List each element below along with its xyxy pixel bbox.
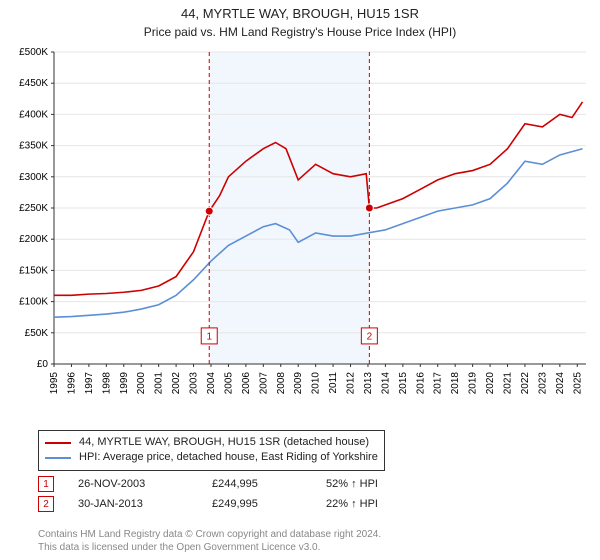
x-tick-label: 2003 [189,372,200,395]
footnote-line: Contains HM Land Registry data © Crown c… [38,528,381,541]
page-subtitle: Price paid vs. HM Land Registry's House … [0,23,600,39]
sale-marker-badge: 1 [38,476,54,492]
y-tick-label: £300K [19,172,48,183]
marker-box-label: 1 [206,332,212,343]
x-tick-label: 2012 [346,372,357,395]
x-tick-label: 2008 [276,372,287,395]
x-tick-label: 2019 [468,372,479,395]
marker-dot [205,207,213,215]
sale-pct-vs-hpi: 52% ↑ HPI [326,478,426,490]
marker-dot [365,204,373,212]
legend-swatch [45,457,71,459]
sale-date: 26-NOV-2003 [78,478,188,490]
chart-area: £0 £50K £100K £150K £200K £250K £300K £350K £400… [0,44,600,424]
y-tick-label: £0 [37,359,49,370]
y-tick-label: £250K [19,203,48,214]
x-tick-label: 2006 [241,372,252,395]
x-tick-label: 2014 [380,372,391,395]
x-tick-label: 2002 [171,372,182,395]
sale-pct-vs-hpi: 22% ↑ HPI [326,498,426,510]
y-tick-label: £200K [19,234,48,245]
x-tick-label: 2020 [485,372,496,395]
sale-marker-badge: 2 [38,496,54,512]
legend: 44, MYRTLE WAY, BROUGH, HU15 1SR (detach… [38,430,385,471]
x-tick-label: 2016 [415,372,426,395]
x-tick-label: 2017 [433,372,444,395]
chart-svg: £0 £50K £100K £150K £200K £250K £300K £350K £400… [0,44,600,424]
x-tick-label: 2009 [293,372,304,395]
sale-row: 2 30-JAN-2013 £249,995 22% ↑ HPI [38,494,426,514]
x-tick-label: 1997 [84,372,95,395]
x-tick-label: 2013 [363,372,374,395]
y-tick-label: £500K [19,47,48,58]
legend-row: 44, MYRTLE WAY, BROUGH, HU15 1SR (detach… [45,435,378,450]
x-tick-label: 1995 [49,372,60,395]
legend-label: HPI: Average price, detached house, East… [79,450,378,465]
footnote-line: This data is licensed under the Open Gov… [38,541,381,554]
x-tick-label: 2025 [572,372,583,395]
y-tick-label: £450K [19,78,48,89]
legend-row: HPI: Average price, detached house, East… [45,450,378,465]
y-tick-label: £100K [19,297,48,308]
marker-box-label: 2 [367,332,373,343]
footnote: Contains HM Land Registry data © Crown c… [38,528,381,554]
x-tick-label: 2011 [328,372,339,394]
x-tick-label: 2023 [537,372,548,395]
sale-price: £244,995 [212,478,302,490]
page-title: 44, MYRTLE WAY, BROUGH, HU15 1SR [0,0,600,23]
y-tick-label: £50K [25,328,49,339]
x-tick-label: 1996 [66,372,77,395]
x-tick-label: 2018 [450,372,461,395]
x-tick-label: 2015 [398,372,409,395]
y-tick-label: £150K [19,265,48,276]
x-tick-label: 2022 [520,372,531,395]
x-tick-label: 2000 [136,372,147,395]
x-tick-label: 2005 [223,372,234,395]
legend-label: 44, MYRTLE WAY, BROUGH, HU15 1SR (detach… [79,435,369,450]
x-tick-label: 2024 [555,372,566,395]
x-tick-label: 2007 [258,372,269,395]
legend-swatch [45,442,71,444]
y-tick-label: £400K [19,109,48,120]
x-tick-label: 2010 [311,372,322,395]
x-tick-label: 1999 [119,372,130,395]
x-tick-label: 2004 [206,372,217,395]
sale-date: 30-JAN-2013 [78,498,188,510]
y-tick-label: £350K [19,141,48,152]
x-tick-label: 1998 [101,372,112,395]
x-tick-label: 2021 [503,372,514,395]
sale-row: 1 26-NOV-2003 £244,995 52% ↑ HPI [38,474,426,494]
sales-list: 1 26-NOV-2003 £244,995 52% ↑ HPI 2 30-JA… [38,474,426,514]
x-tick-label: 2001 [154,372,165,395]
sale-price: £249,995 [212,498,302,510]
